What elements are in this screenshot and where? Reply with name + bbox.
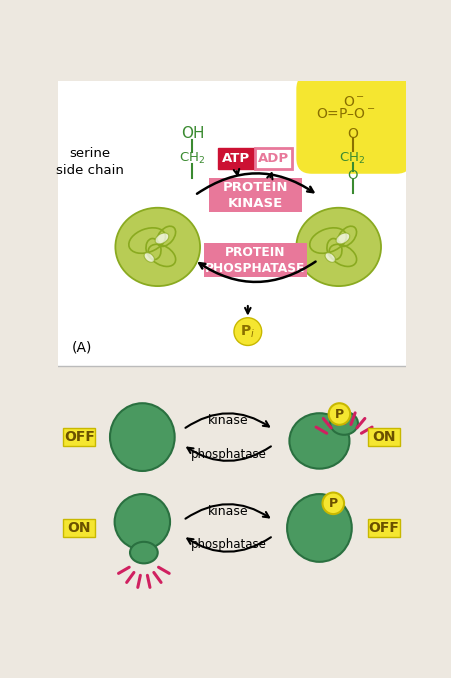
Text: PROTEIN
PHOSPHATASE: PROTEIN PHOSPHATASE xyxy=(205,245,305,275)
FancyBboxPatch shape xyxy=(296,74,411,174)
Text: P$_i$: P$_i$ xyxy=(240,323,255,340)
Text: ON: ON xyxy=(67,521,91,535)
Ellipse shape xyxy=(110,403,174,471)
Text: PROTEIN
KINASE: PROTEIN KINASE xyxy=(222,181,288,210)
Ellipse shape xyxy=(330,412,357,435)
Text: P: P xyxy=(334,407,343,420)
Ellipse shape xyxy=(155,233,168,244)
Text: OH: OH xyxy=(180,126,204,141)
Text: OFF: OFF xyxy=(368,521,399,535)
FancyBboxPatch shape xyxy=(63,428,95,446)
Ellipse shape xyxy=(115,494,170,550)
Text: O: O xyxy=(346,127,357,141)
Text: serine
side chain: serine side chain xyxy=(56,147,124,177)
FancyBboxPatch shape xyxy=(367,519,400,537)
FancyBboxPatch shape xyxy=(63,519,95,537)
FancyBboxPatch shape xyxy=(367,428,400,446)
Text: kinase: kinase xyxy=(208,504,249,517)
Text: ON: ON xyxy=(372,430,395,444)
Ellipse shape xyxy=(130,542,157,563)
FancyBboxPatch shape xyxy=(203,243,306,277)
Ellipse shape xyxy=(289,413,349,468)
Text: kinase: kinase xyxy=(208,414,249,426)
Ellipse shape xyxy=(144,253,154,262)
Circle shape xyxy=(322,492,343,514)
Text: O$^-$: O$^-$ xyxy=(342,95,364,109)
Text: (A): (A) xyxy=(71,340,92,354)
Text: CH$_2$: CH$_2$ xyxy=(339,151,365,166)
Ellipse shape xyxy=(336,233,349,244)
Text: ATP: ATP xyxy=(222,152,250,165)
FancyBboxPatch shape xyxy=(217,148,254,169)
Ellipse shape xyxy=(286,494,351,562)
Text: ADP: ADP xyxy=(257,152,288,165)
FancyBboxPatch shape xyxy=(254,148,291,169)
Text: O: O xyxy=(346,169,357,182)
Text: phosphatase: phosphatase xyxy=(190,447,266,460)
Ellipse shape xyxy=(324,253,335,262)
Bar xyxy=(57,81,405,366)
Text: phosphatase: phosphatase xyxy=(190,538,266,551)
Text: OFF: OFF xyxy=(64,430,94,444)
Text: P: P xyxy=(328,497,337,510)
FancyBboxPatch shape xyxy=(208,178,302,212)
Circle shape xyxy=(328,403,350,425)
Ellipse shape xyxy=(296,207,380,286)
Text: CH$_2$: CH$_2$ xyxy=(179,151,205,166)
Ellipse shape xyxy=(115,207,200,286)
Text: O=P–O$^-$: O=P–O$^-$ xyxy=(316,106,376,121)
Circle shape xyxy=(234,318,261,346)
